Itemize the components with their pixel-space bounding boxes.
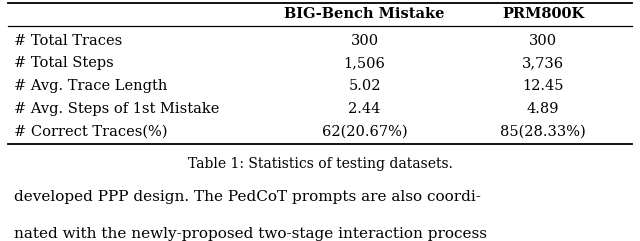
Text: 12.45: 12.45: [522, 79, 564, 93]
Text: # Avg. Trace Length: # Avg. Trace Length: [14, 79, 168, 93]
Text: BIG-Bench Mistake: BIG-Bench Mistake: [284, 7, 445, 21]
Text: 85(28.33%): 85(28.33%): [500, 125, 586, 139]
Text: 2.44: 2.44: [348, 102, 381, 116]
Text: 62(20.67%): 62(20.67%): [322, 125, 408, 139]
Text: 5.02: 5.02: [348, 79, 381, 93]
Text: # Avg. Steps of 1st Mistake: # Avg. Steps of 1st Mistake: [14, 102, 220, 116]
Text: developed PPP design. The PedCoT prompts are also coordi-: developed PPP design. The PedCoT prompts…: [14, 190, 481, 204]
Text: 1,506: 1,506: [344, 56, 385, 70]
Text: Table 1: Statistics of testing datasets.: Table 1: Statistics of testing datasets.: [188, 157, 452, 171]
Text: # Total Steps: # Total Steps: [14, 56, 114, 70]
Text: # Total Traces: # Total Traces: [14, 34, 122, 48]
Text: PRM800K: PRM800K: [502, 7, 584, 21]
Text: 300: 300: [351, 34, 379, 48]
Text: 3,736: 3,736: [522, 56, 564, 70]
Text: 4.89: 4.89: [527, 102, 559, 116]
Text: nated with the newly-proposed two-stage interaction process: nated with the newly-proposed two-stage …: [14, 227, 487, 241]
Text: # Correct Traces(%): # Correct Traces(%): [14, 125, 168, 139]
Text: 300: 300: [529, 34, 557, 48]
